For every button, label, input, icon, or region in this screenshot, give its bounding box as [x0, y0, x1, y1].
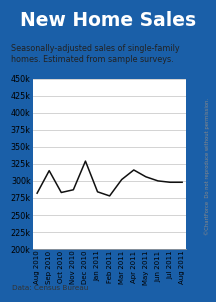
Text: New Home Sales: New Home Sales — [20, 11, 196, 30]
Text: ©ChartForce  Do not reproduce without permission.: ©ChartForce Do not reproduce without per… — [205, 98, 210, 235]
Text: Data: Census Bureau: Data: Census Bureau — [12, 284, 88, 291]
Text: Seasonally-adjusted sales of single-family
homes. Estimated from sample surveys.: Seasonally-adjusted sales of single-fami… — [11, 44, 179, 64]
